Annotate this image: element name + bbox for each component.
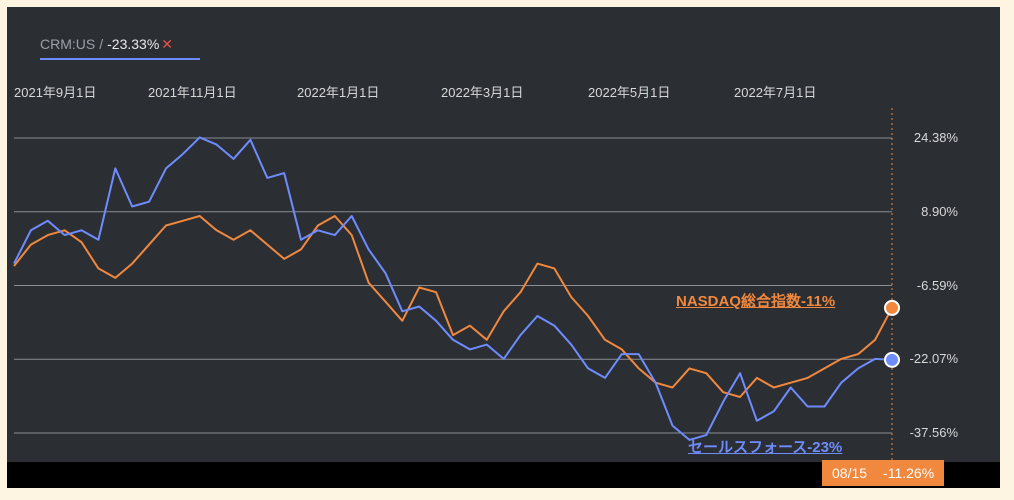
nasdaq-end-dot[interactable] bbox=[884, 299, 900, 316]
crosshair-date-badge: 08/15 -11.26% bbox=[822, 460, 945, 486]
x-tick-label: 2022年7月1日 bbox=[734, 85, 817, 100]
legend-value: -23.33% bbox=[107, 36, 160, 52]
chart-frame bbox=[7, 7, 1000, 488]
salesforce-series-line bbox=[13, 136, 893, 441]
x-tick-label: 2021年9月1日 bbox=[14, 85, 97, 100]
salesforce-end-dot[interactable] bbox=[884, 351, 900, 368]
grid-lines bbox=[14, 137, 892, 434]
legend-underline bbox=[40, 58, 200, 60]
y-tick-label: -37.56% bbox=[909, 425, 958, 440]
crosshair-value: -11.26% bbox=[883, 465, 935, 481]
y-tick-label: -22.07% bbox=[909, 351, 958, 366]
legend-chip[interactable]: CRM:US / -23.33% ✕ bbox=[40, 36, 173, 53]
y-tick-label: -6.59% bbox=[916, 278, 958, 293]
x-tick-label: 2022年1月1日 bbox=[297, 85, 380, 100]
y-tick-label: 24.38% bbox=[913, 130, 958, 145]
crosshair-date: 08/15 bbox=[832, 465, 868, 481]
y-tick-label: 8.90% bbox=[921, 204, 958, 219]
x-tick-label: 2022年3月1日 bbox=[441, 85, 524, 100]
x-tick-label: 2021年11月1日 bbox=[148, 85, 237, 100]
legend-separator: / bbox=[99, 36, 104, 52]
legend-symbol: CRM:US bbox=[40, 36, 96, 52]
x-tick-label: 2022年5月1日 bbox=[588, 85, 671, 100]
nasdaq-series-label: NASDAQ総合指数-11% bbox=[676, 293, 836, 310]
close-icon[interactable]: ✕ bbox=[161, 36, 174, 52]
salesforce-series-label: セールスフォース-23% bbox=[688, 439, 843, 456]
